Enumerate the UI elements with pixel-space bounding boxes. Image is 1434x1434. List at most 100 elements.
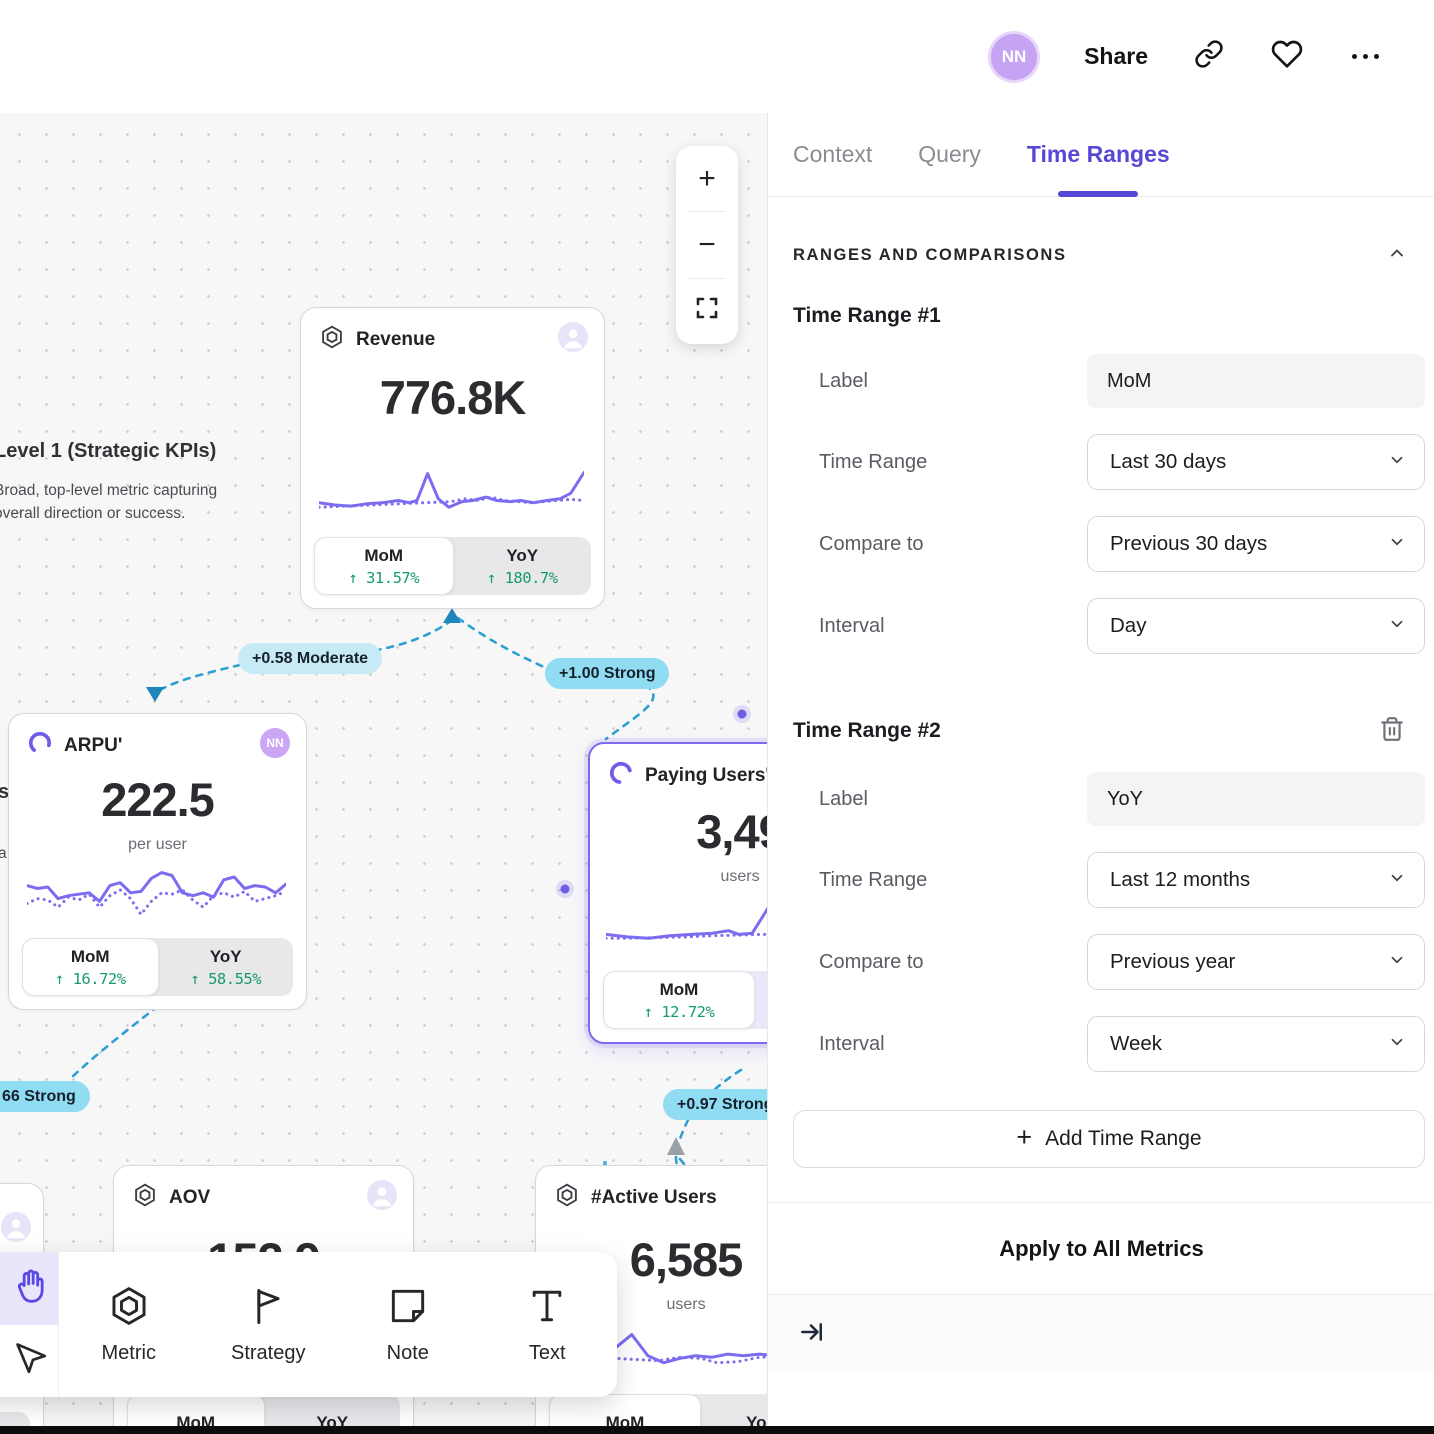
compare-to-field-label: Compare to (819, 532, 924, 555)
select-value: Last 12 months (1110, 868, 1251, 891)
metric-tree-canvas[interactable]: +0.58 Moderate +1.00 Strong 66 Strong +0… (0, 113, 767, 1434)
tab-query[interactable]: Query (918, 141, 981, 167)
metric-card-title: Revenue (356, 328, 436, 350)
tab-label: MoM (659, 979, 699, 999)
metric-value: 222.5 (101, 773, 215, 826)
card-owner-avatar (1, 1212, 31, 1242)
metric-card-revenue[interactable]: Revenue 776.8K MoM ↑ 31.57% YoY ↑ 180.7% (300, 307, 605, 609)
metric-unit: per user (128, 836, 187, 853)
user-avatar[interactable]: NN (988, 30, 1041, 83)
range2-compare-select[interactable]: Previous year (1087, 934, 1425, 990)
chevron-down-icon (1388, 951, 1406, 974)
share-button[interactable]: Share (1084, 43, 1148, 69)
fullscreen-icon (695, 294, 719, 328)
tab-time-ranges[interactable]: Time Ranges (1027, 113, 1170, 196)
label-field-label: Label (819, 369, 868, 392)
select-value: Week (1110, 1032, 1163, 1055)
correlation-badge-strong-100[interactable]: +1.00 Strong (545, 658, 670, 689)
insert-tools: Metric Strategy Note Text (59, 1252, 617, 1397)
metric-card-arpu[interactable]: ARPU' NN 222.5 per user MoM ↑ 16.72% YoY… (8, 713, 307, 1010)
correlation-badge-strong-097[interactable]: +0.97 Strong (663, 1089, 767, 1120)
plus-icon: + (1016, 1122, 1033, 1152)
collapse-panel-icon[interactable] (798, 1319, 824, 1350)
tab-label: MoM (364, 545, 404, 565)
metric-hexagon-icon (554, 1182, 580, 1213)
tab-mom[interactable]: MoM ↑ 31.57% (314, 537, 454, 595)
strategy-tool-button[interactable]: Strategy (199, 1252, 339, 1397)
ranges-section-header[interactable]: RANGES AND COMPARISONS (793, 243, 1407, 268)
time-range-tabs: MoM ↑ 12.72% (603, 971, 767, 1029)
metric-unit: users (720, 868, 760, 885)
correlation-badge-strong-066[interactable]: 66 Strong (0, 1081, 90, 1112)
chevron-down-icon (1388, 869, 1406, 892)
select-value: Previous year (1110, 950, 1236, 973)
zoom-in-button[interactable]: + (698, 161, 716, 195)
metric-card-title: #Active Users (591, 1186, 717, 1208)
tab-mom[interactable]: MoM ↑ 12.72% (603, 971, 755, 1029)
metric-card-title: AOV (169, 1186, 211, 1208)
time-range-field-label: Time Range (819, 450, 928, 473)
metric-hexagon-icon (319, 324, 345, 355)
tab-yoy[interactable]: YoY ↑ 58.55% (159, 938, 294, 996)
tab-label: YoY (209, 946, 242, 966)
hand-tool-button[interactable] (0, 1252, 58, 1325)
tab-label: YoY (506, 545, 539, 565)
note-icon (386, 1284, 430, 1333)
delete-time-range-button[interactable] (1377, 716, 1407, 746)
text-tool-button[interactable]: Text (478, 1252, 618, 1397)
pointer-tools (0, 1252, 59, 1397)
card-owner-avatar (367, 1180, 397, 1210)
metric-card-paying-users[interactable]: Paying Users' 3,49 users MoM ↑ 12.72% (588, 742, 767, 1044)
tab-value: ↑ 16.72% (54, 969, 126, 988)
chevron-down-icon (1388, 615, 1406, 638)
range2-time-range-select[interactable]: Last 12 months (1087, 852, 1425, 908)
hand-icon (10, 1266, 50, 1311)
metric-card-title: Paying Users' (645, 764, 767, 786)
select-value: Day (1110, 614, 1147, 637)
range1-interval-select[interactable]: Day (1087, 598, 1425, 654)
select-tool-button[interactable] (0, 1324, 58, 1397)
level1-annotation: Level 1 (Strategic KPIs) Broad, top-leve… (0, 440, 217, 525)
more-options-button[interactable] (1348, 40, 1382, 74)
tab-context[interactable]: Context (793, 141, 873, 167)
tab-mom[interactable]: MoM ↑ 16.72% (22, 938, 159, 996)
text-icon (525, 1284, 569, 1333)
favorite-button[interactable] (1270, 40, 1304, 74)
metric-value: 6,585 (629, 1233, 744, 1286)
tab-yoy[interactable]: YoY ↑ 180.7% (454, 537, 592, 595)
range1-label-input[interactable] (1087, 354, 1425, 408)
card-owner-avatar (558, 322, 588, 352)
trash-icon (1379, 716, 1405, 747)
loading-spinner-icon (27, 730, 53, 761)
time-range-tabs: MoM ↑ 16.72% YoY ↑ 58.55% (22, 938, 293, 996)
tool-label: Metric (101, 1342, 156, 1364)
apply-to-all-metrics-button[interactable]: Apply to All Metrics (768, 1202, 1434, 1295)
range1-compare-select[interactable]: Previous 30 days (1087, 516, 1425, 572)
metric-unit: users (666, 1296, 706, 1313)
canvas-toolbar: Metric Strategy Note Text (0, 1252, 617, 1397)
chevron-down-icon (1388, 1033, 1406, 1056)
chevron-down-icon (1388, 533, 1406, 556)
tab-yoy[interactable] (755, 971, 767, 1029)
tool-label: Note (386, 1342, 429, 1364)
ellipsis-icon (1351, 54, 1379, 59)
panel-footer (768, 1295, 1434, 1373)
add-time-range-button[interactable]: + Add Time Range (793, 1110, 1425, 1168)
note-tool-button[interactable]: Note (338, 1252, 478, 1397)
top-bar: NN Share (0, 0, 1434, 113)
range2-label-input[interactable] (1087, 772, 1425, 826)
copy-link-button[interactable] (1192, 40, 1226, 74)
settings-side-panel: Context Query Time Ranges RANGES AND COM… (767, 113, 1434, 1434)
range1-time-range-select[interactable]: Last 30 days (1087, 434, 1425, 490)
time-range-1-header: Time Range #1 (793, 304, 1407, 328)
correlation-badge-moderate[interactable]: +0.58 Moderate (238, 643, 383, 674)
annotation-title: Level 1 (Strategic KPIs) (0, 440, 217, 462)
annotation-desc-line2: overall direction or success. (0, 505, 186, 522)
chevron-up-icon (1387, 243, 1407, 268)
zoom-out-button[interactable]: − (698, 227, 716, 261)
range2-interval-select[interactable]: Week (1087, 1016, 1425, 1072)
metric-tool-button[interactable]: Metric (59, 1252, 199, 1397)
fit-view-button[interactable] (676, 279, 738, 344)
clipped-text-fragment: s (0, 781, 10, 803)
loading-spinner-icon (608, 760, 634, 791)
